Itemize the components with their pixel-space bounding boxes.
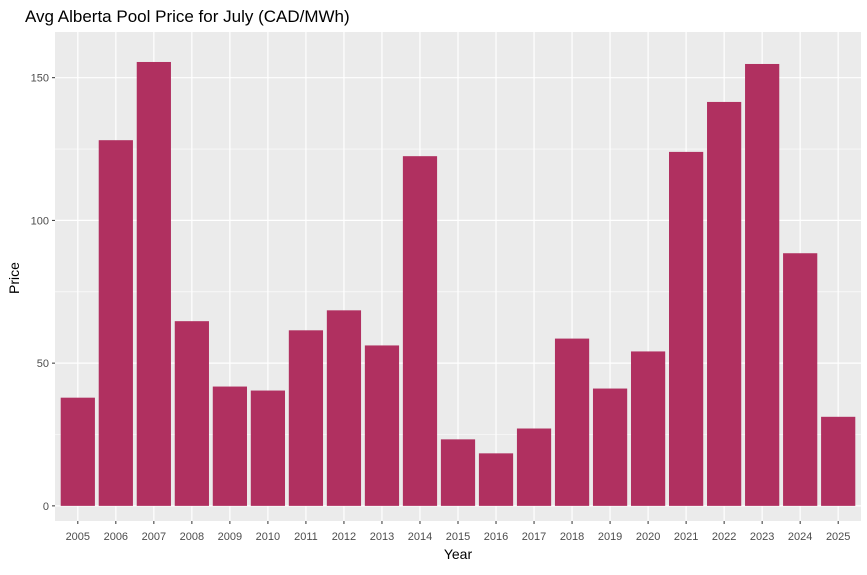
bar-2017 xyxy=(516,428,552,506)
y-tick-label: 50 xyxy=(37,358,49,370)
x-tick-label: 2011 xyxy=(294,531,318,543)
x-tick-label: 2010 xyxy=(256,531,280,543)
x-tick-label: 2006 xyxy=(104,531,128,543)
bars xyxy=(60,61,856,506)
bar-2023 xyxy=(745,63,780,506)
bar-2009 xyxy=(212,386,247,506)
bar-2021 xyxy=(669,151,704,506)
x-tick-label: 2021 xyxy=(674,531,698,543)
x-tick-label: 2014 xyxy=(408,531,432,543)
x-tick-label: 2017 xyxy=(522,531,546,543)
bar-2022 xyxy=(707,101,742,506)
bar-2011 xyxy=(288,330,324,506)
x-tick-label: 2015 xyxy=(446,531,470,543)
bar-2013 xyxy=(364,345,400,506)
x-tick-label: 2023 xyxy=(750,531,774,543)
x-tick-label: 2024 xyxy=(788,531,812,543)
x-tick-label: 2012 xyxy=(332,531,356,543)
bar-2005 xyxy=(60,397,95,506)
x-tick-label: 2005 xyxy=(66,531,90,543)
bar-2012 xyxy=(326,310,362,506)
chart-title: Avg Alberta Pool Price for July (CAD/MWh… xyxy=(25,7,350,26)
bar-2010 xyxy=(250,390,286,506)
bar-2016 xyxy=(478,453,514,506)
y-axis-title: Price xyxy=(6,262,22,294)
y-tick-label: 150 xyxy=(31,73,49,85)
x-tick-label: 2025 xyxy=(826,531,850,543)
bar-2019 xyxy=(592,388,628,506)
bar-2007 xyxy=(136,61,171,506)
x-tick-label: 2013 xyxy=(370,531,394,543)
x-tick-label: 2019 xyxy=(598,531,622,543)
bar-2024 xyxy=(783,253,818,506)
x-tick-label: 2016 xyxy=(484,531,508,543)
bar-2020 xyxy=(630,351,666,506)
y-axis: 0 50 100 150 xyxy=(31,73,55,513)
x-axis: 2005 2006 2007 2008 2009 2010 2011 2012 2013 2014… xyxy=(66,521,850,543)
bar-2008 xyxy=(174,321,209,506)
x-tick-label: 2018 xyxy=(560,531,584,543)
y-tick-label: 0 xyxy=(43,501,49,513)
x-tick-label: 2008 xyxy=(180,531,204,543)
bar-2006 xyxy=(98,140,133,506)
x-axis-title: Year xyxy=(444,546,473,562)
x-tick-label: 2022 xyxy=(712,531,736,543)
x-tick-label: 2009 xyxy=(218,531,242,543)
bar-2018 xyxy=(554,338,590,506)
y-tick-label: 100 xyxy=(31,215,49,227)
x-tick-label: 2020 xyxy=(636,531,660,543)
bar-2025 xyxy=(821,416,856,506)
bar-2015 xyxy=(440,439,476,506)
bar-2014 xyxy=(402,156,438,506)
x-tick-label: 2007 xyxy=(142,531,166,543)
